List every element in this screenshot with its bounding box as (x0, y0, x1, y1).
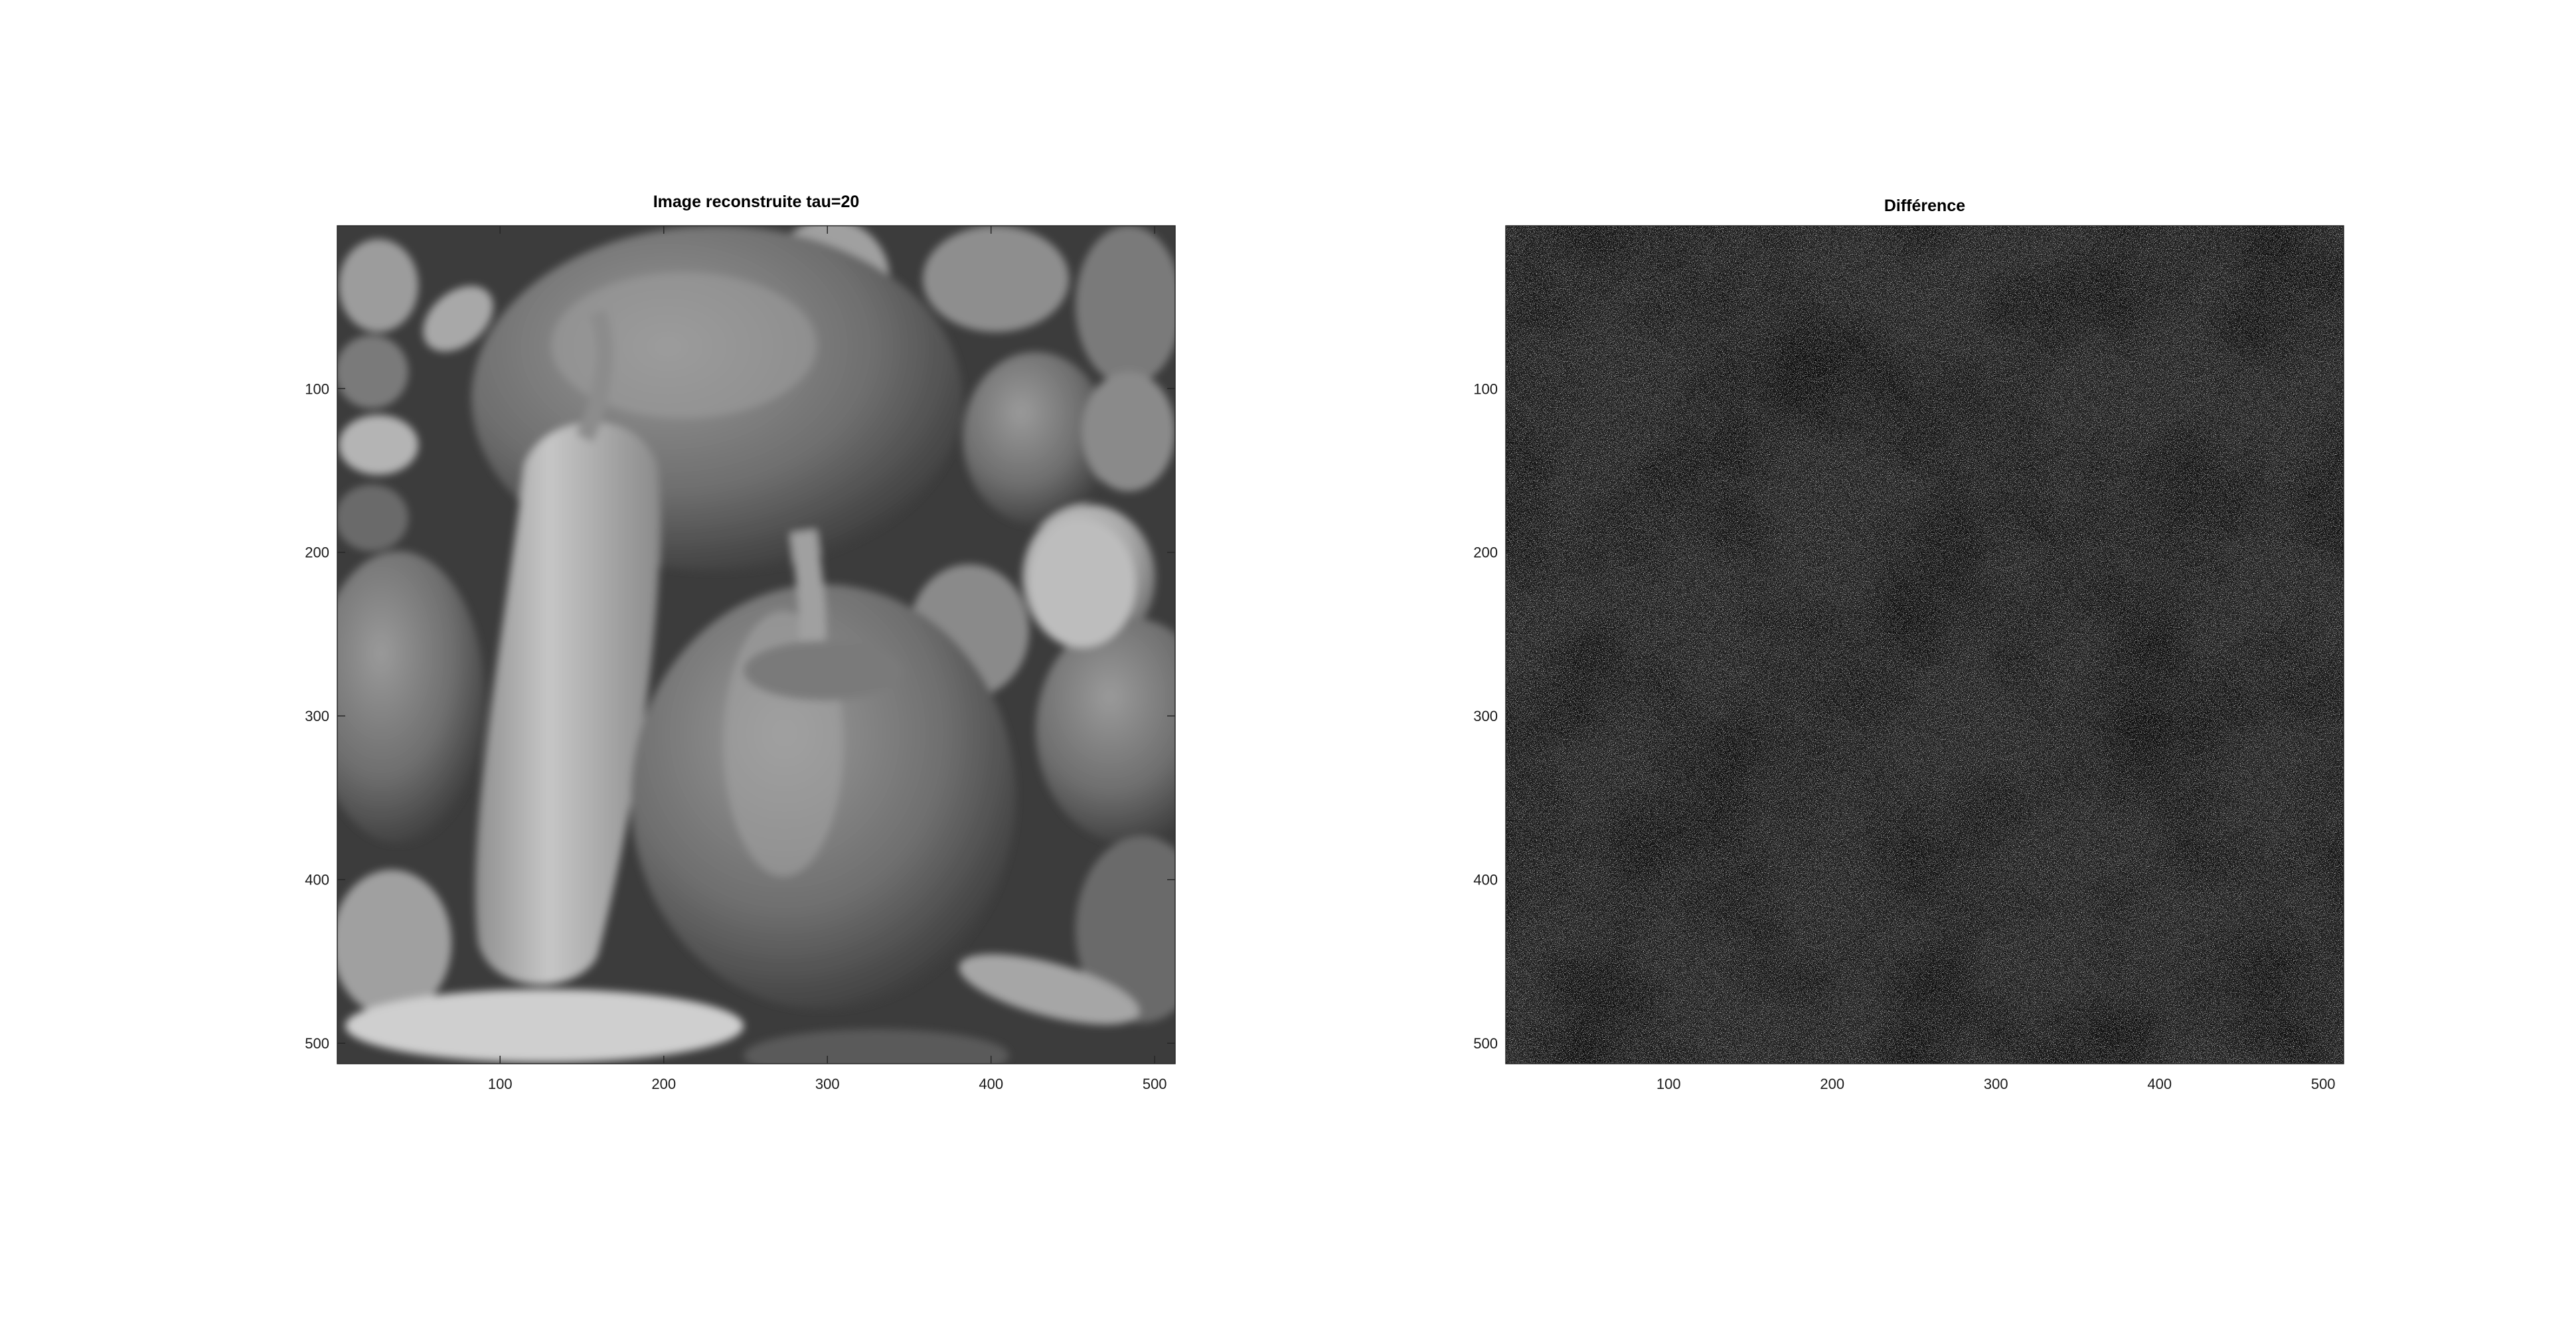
reconstructed-image-x-tick-label: 500 (1143, 1076, 1167, 1092)
reconstructed-image (337, 226, 1175, 1064)
difference-image-x-tick-label: 400 (2147, 1076, 2172, 1092)
difference-image (1506, 226, 2344, 1064)
reconstructed-image-y-tick-label: 400 (305, 872, 329, 888)
reconstructed-image-y-tick-label: 300 (305, 708, 329, 724)
axes-difference-image: Différence 100 200 300 400 500 100 200 300 400 5… (1473, 197, 2344, 1092)
difference-image-x-ticks: 100 200 300 400 500 (1656, 226, 2336, 1092)
reconstructed-image-y-ticks: 100 200 300 400 500 (305, 380, 1175, 1052)
difference-image-x-tick-label: 500 (2311, 1076, 2336, 1092)
difference-image-y-tick-label: 100 (1473, 380, 1498, 397)
reconstructed-image-y-tick-label: 100 (305, 380, 329, 397)
difference-image-y-tick-label: 300 (1473, 708, 1498, 724)
difference-image-x-tick-label: 200 (1820, 1076, 1844, 1092)
axes-reconstructed-image: Image reconstruite tau=20 (305, 193, 1176, 1092)
reconstructed-image-title: Image reconstruite tau=20 (653, 193, 860, 211)
difference-image-x-tick-label: 300 (1984, 1076, 2008, 1092)
difference-image-y-tick-label: 400 (1473, 872, 1498, 888)
reconstructed-image-x-tick-label: 300 (815, 1076, 840, 1092)
reconstructed-image-axes-frame (337, 225, 1176, 1064)
difference-image-y-tick-label: 500 (1473, 1035, 1498, 1052)
difference-image-y-tick-label: 200 (1473, 544, 1498, 561)
reconstructed-image-y-tick-label: 500 (305, 1035, 329, 1052)
reconstructed-image-x-tick-label: 200 (651, 1076, 676, 1092)
difference-image-title: Différence (1884, 197, 1965, 215)
reconstructed-image-x-tick-label: 400 (979, 1076, 1003, 1092)
difference-image-axes-frame (1505, 225, 2344, 1064)
difference-image-y-ticks: 100 200 300 400 500 (1473, 380, 2344, 1052)
reconstructed-image-x-ticks: 100 200 300 400 500 (488, 226, 1167, 1092)
reconstructed-image-y-tick-label: 200 (305, 544, 329, 561)
difference-image-x-tick-label: 100 (1656, 1076, 1681, 1092)
reconstructed-image-x-tick-label: 100 (488, 1076, 513, 1092)
